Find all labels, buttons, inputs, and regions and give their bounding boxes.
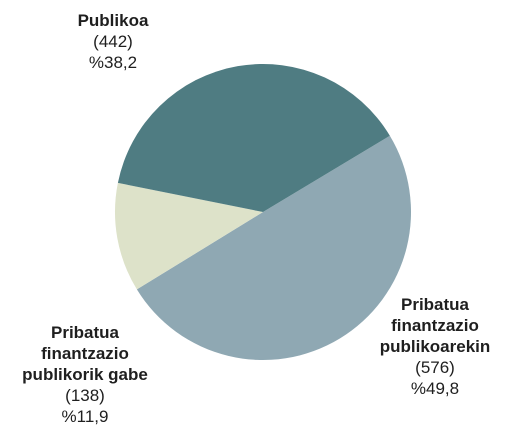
slice-count: (442)	[93, 32, 133, 51]
slice-label-publikoa: Publikoa (442) %38,2	[38, 10, 188, 73]
slice-name-line1: Pribatua	[400, 295, 470, 314]
slice-name: Publikoa	[77, 11, 149, 30]
slice-name-line2: finantzazio	[41, 344, 129, 363]
slice-label-pribatua-gabe: Pribatua finantzazio publikorik gabe (13…	[10, 322, 160, 427]
slice-name-line2: finantzazio	[391, 316, 479, 335]
slice-name-line3: publikoarekin	[379, 337, 491, 356]
slice-pribatua-gabe	[114, 182, 263, 290]
slice-publikoa	[117, 64, 390, 212]
slice-pribatua-publikoarekin	[136, 135, 412, 361]
slice-percent: %49,8	[410, 379, 460, 398]
slice-label-pribatua-publikoarekin: Pribatua finantzazio publikoarekin (576)…	[365, 294, 505, 399]
slice-name-line1: Pribatua	[50, 323, 120, 342]
slice-name-line3: publikorik gabe	[22, 365, 148, 384]
slice-percent: %11,9	[61, 407, 109, 426]
slice-percent: %38,2	[88, 53, 138, 72]
slice-count: (576)	[415, 358, 455, 377]
slice-count: (138)	[65, 386, 105, 405]
